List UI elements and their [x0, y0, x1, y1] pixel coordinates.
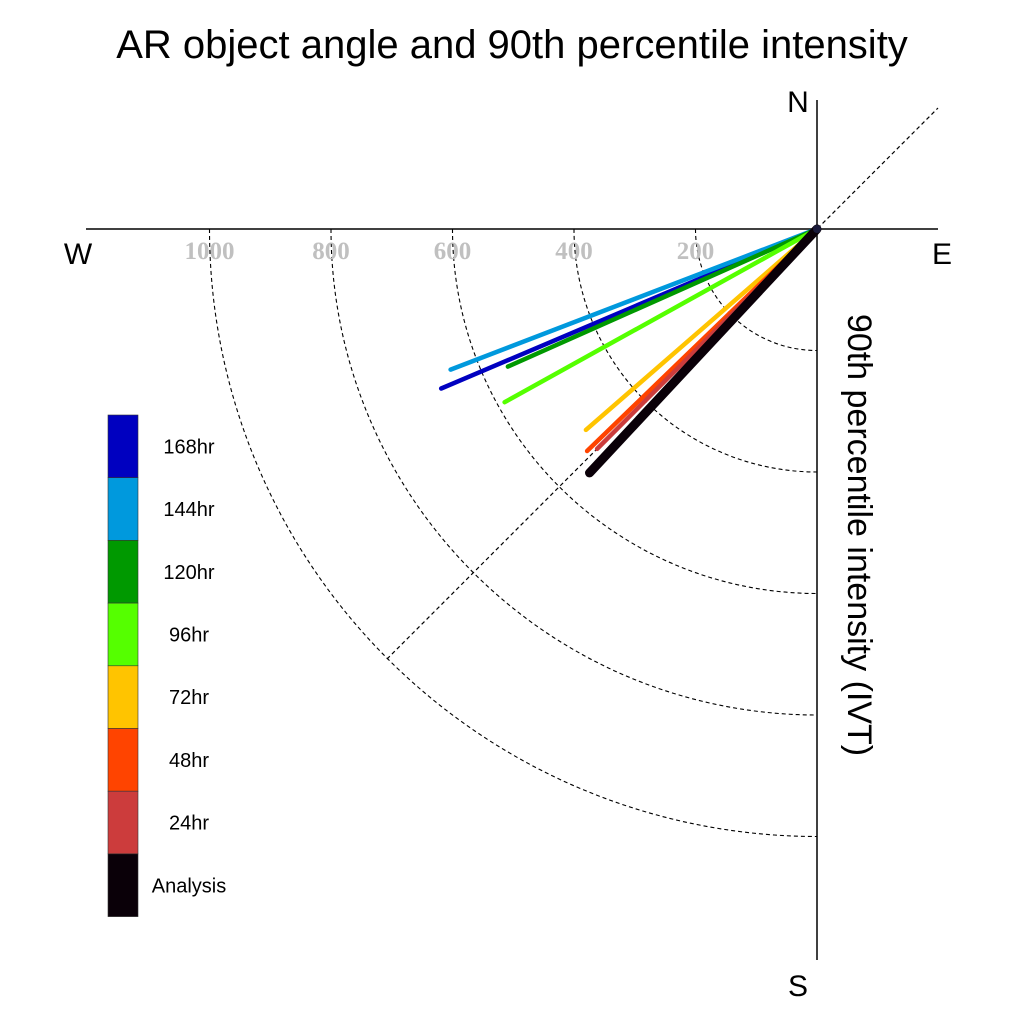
range-ring-800: [330, 228, 818, 716]
vector-120hr: [505, 226, 820, 369]
legend-label: Analysis: [152, 875, 226, 897]
range-ring-600: [451, 228, 818, 595]
series-vectors: [438, 224, 822, 478]
legend-swatch-120hr: [107, 540, 139, 604]
legend-label: 120hr: [163, 562, 214, 584]
legend-label: 168hr: [163, 436, 214, 458]
chart-title: AR object angle and 90th percentile inte…: [116, 23, 908, 67]
legend-label: 24hr: [169, 813, 209, 835]
radial-tick-label: 400: [555, 238, 593, 265]
legend-swatch-96hr: [107, 602, 139, 667]
legend: 168hr 144hr 120hr 96hr 72hr 48hr 24hr Analysis: [107, 414, 226, 917]
radial-tick-label: 800: [312, 238, 350, 265]
radial-tick-label: 200: [677, 238, 715, 265]
radial-tick-label: 1000: [185, 238, 235, 265]
east-label: E: [932, 238, 952, 271]
legend-label: 144hr: [163, 499, 214, 521]
legend-swatch-72hr: [107, 665, 139, 729]
vector-144hr: [448, 226, 820, 372]
range-ring-1000: [208, 228, 818, 838]
legend-swatch-144hr: [107, 477, 139, 541]
north-label: N: [787, 86, 809, 119]
diagonal-guide: [386, 107, 939, 660]
origin-marker: [813, 225, 821, 233]
vector-72hr: [583, 226, 820, 433]
radial-tick-label: 600: [434, 238, 472, 265]
radial-ticks: 200 400 600 800 1000: [185, 238, 715, 265]
range-ring-200: [694, 228, 818, 352]
vector-analysis: [585, 224, 822, 478]
legend-swatch-24hr: [107, 790, 139, 855]
south-label: S: [788, 970, 808, 1003]
vector-96hr: [502, 226, 820, 405]
legend-label: 48hr: [169, 750, 209, 772]
legend-swatch-analysis: [107, 853, 139, 917]
y-axis-label: 90th percentile intensity (IVT): [840, 314, 878, 756]
legend-swatch-48hr: [107, 728, 139, 792]
west-label: W: [64, 238, 93, 271]
legend-label: 96hr: [169, 625, 209, 647]
legend-swatch-168hr: [107, 414, 139, 479]
legend-label: 72hr: [169, 687, 209, 709]
